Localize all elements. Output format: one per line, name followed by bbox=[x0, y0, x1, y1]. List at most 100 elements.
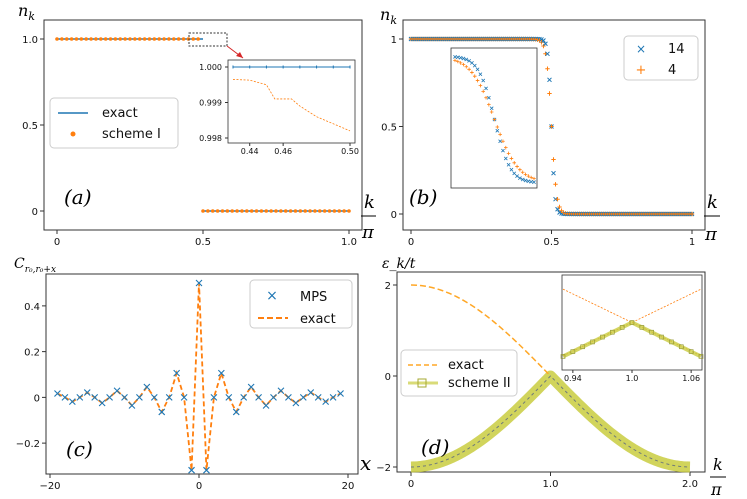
panel-b-ylabel: nk bbox=[380, 5, 397, 27]
mps-point bbox=[106, 393, 113, 401]
panel-a-ytick-label: 1.0 bbox=[22, 35, 38, 46]
scheme-i-point bbox=[123, 37, 127, 41]
scheme-i-point bbox=[283, 209, 288, 213]
legend-c-exact: exact bbox=[300, 312, 336, 327]
mps-point bbox=[292, 399, 300, 407]
legend-4-marker: + bbox=[636, 63, 647, 78]
panel-c-xtick-label: 20 bbox=[342, 481, 355, 492]
scheme-i-point bbox=[162, 37, 166, 41]
mps-point bbox=[285, 393, 292, 401]
mps-point bbox=[158, 408, 166, 416]
panel-d-xlabel-num: k bbox=[713, 455, 723, 474]
inset-d-square bbox=[659, 334, 664, 340]
mps-point bbox=[307, 389, 315, 396]
scheme-ii-centerline bbox=[410, 375, 691, 468]
panel-b-label: (b) bbox=[409, 185, 437, 209]
scheme-i-point bbox=[103, 37, 108, 41]
mps-point bbox=[143, 383, 151, 391]
series-4-point bbox=[549, 124, 554, 129]
panel-c: Cr₀,r₀+x −0.200.20.4 −20 0 20 × MPS exact … bbox=[14, 256, 371, 492]
mps-point bbox=[270, 393, 277, 401]
mps-point bbox=[150, 393, 158, 401]
panel-d-ytick-label: −2 bbox=[376, 463, 391, 474]
scheme-i-point bbox=[94, 37, 98, 41]
mps-point bbox=[76, 393, 84, 401]
mps-point bbox=[210, 393, 218, 401]
inset-14-point bbox=[520, 177, 525, 182]
scheme-i-point bbox=[254, 209, 259, 213]
panel-b-ytick-label: 0.5 bbox=[381, 123, 397, 134]
inset-a-xtick-label: 0.50 bbox=[341, 147, 359, 156]
series-14-point bbox=[551, 170, 556, 176]
inset-14-point bbox=[455, 55, 460, 60]
scheme-i-point bbox=[113, 37, 118, 41]
inset-a-ytick-label: 0.999 bbox=[199, 99, 222, 108]
inset-d-square bbox=[678, 344, 684, 350]
scheme-i-point bbox=[279, 209, 283, 213]
inset-4-point bbox=[523, 172, 528, 177]
mps-point bbox=[180, 393, 188, 401]
panel-a-ytick-label: 0 bbox=[32, 207, 38, 218]
inset-4-point bbox=[487, 102, 491, 107]
scheme-i-point bbox=[191, 37, 196, 41]
mps-point bbox=[195, 279, 203, 287]
scheme-i-point bbox=[186, 37, 191, 41]
inset-d-square bbox=[580, 344, 586, 350]
panel-d-xtick-label: 0 bbox=[408, 479, 414, 490]
panel-a-label: (a) bbox=[64, 185, 92, 209]
series-14-point bbox=[541, 38, 546, 43]
inset-4-point bbox=[492, 117, 497, 122]
exact-dashed-curve bbox=[410, 284, 552, 377]
inset-14-point bbox=[526, 179, 531, 184]
inset-14-point bbox=[515, 174, 519, 178]
inset-14-point bbox=[498, 139, 503, 144]
scheme-i-point bbox=[196, 37, 200, 41]
inset-4-point bbox=[484, 95, 488, 100]
panel-c-frame bbox=[45, 273, 359, 475]
inset-4-point bbox=[501, 139, 505, 144]
inset-4-point bbox=[472, 74, 477, 78]
mps-point bbox=[136, 393, 143, 401]
inset-14-point bbox=[512, 171, 517, 176]
panel-b-frame bbox=[402, 19, 706, 231]
scheme-i-point bbox=[60, 37, 64, 41]
panel-a-inset: 1.000 0.999 0.998 0.44 0.46 0.50 bbox=[199, 59, 359, 156]
inset-14-point bbox=[501, 148, 505, 153]
inset-14-point bbox=[509, 167, 514, 172]
scheme-i-point bbox=[342, 209, 346, 213]
mps-point bbox=[121, 393, 128, 401]
inset-scheme-line bbox=[232, 79, 351, 132]
panel-b-legend: × 14 + 4 bbox=[623, 35, 699, 81]
inset-d-square bbox=[619, 325, 625, 330]
series-4-point bbox=[545, 66, 550, 71]
panel-d-inset: 0.94 1.0 1.06 bbox=[560, 274, 704, 383]
inset-4-point bbox=[464, 64, 469, 69]
inset-14-point bbox=[532, 180, 536, 185]
panel-d-ylabel: ε_k/t bbox=[382, 256, 416, 272]
series-4-point bbox=[555, 196, 560, 202]
scheme-i-point bbox=[240, 209, 244, 213]
inset-d-band bbox=[562, 320, 702, 359]
mps-point bbox=[232, 408, 240, 416]
scheme-i-point bbox=[274, 209, 278, 213]
panel-c-xtick-label: 0 bbox=[196, 481, 202, 492]
inset-d-square bbox=[698, 354, 704, 359]
series-4-point bbox=[547, 91, 552, 96]
scheme-i-point bbox=[327, 209, 332, 213]
panel-b-xtick-label: 0.5 bbox=[544, 237, 560, 248]
panel-d-label: (d) bbox=[421, 435, 449, 459]
series-4-point bbox=[553, 182, 558, 187]
inset-14-point bbox=[467, 59, 471, 63]
legend-mps-marker: × bbox=[266, 288, 278, 304]
panel-b-xtick-label: 0 bbox=[408, 237, 414, 248]
legend-c-mps: MPS bbox=[300, 290, 327, 305]
inset-d-square bbox=[649, 329, 655, 335]
inset-a-xtick-label: 0.46 bbox=[274, 147, 292, 156]
panel-c-ylabel: Cr₀,r₀+x bbox=[14, 256, 56, 275]
scheme-i-point bbox=[133, 37, 137, 41]
scheme-i-point bbox=[318, 209, 322, 213]
panel-c-legend: × MPS exact bbox=[249, 279, 353, 329]
mps-point bbox=[299, 393, 307, 401]
scheme-i-point bbox=[210, 209, 215, 213]
mps-point bbox=[113, 387, 121, 395]
